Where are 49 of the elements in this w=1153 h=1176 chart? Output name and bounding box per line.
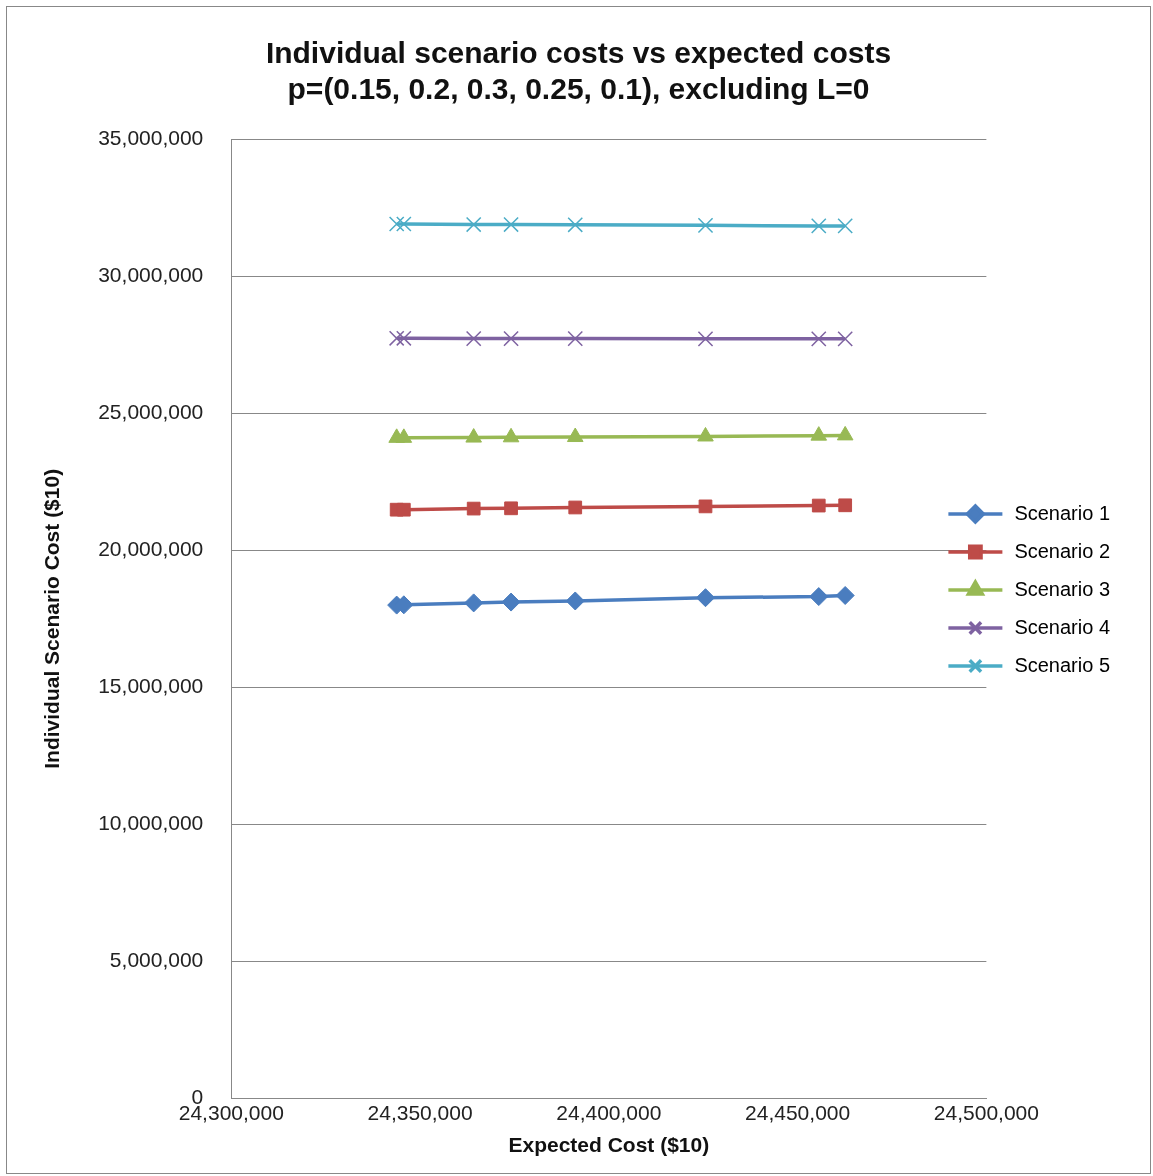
- point: [835, 586, 855, 605]
- point: [565, 591, 585, 611]
- legend-label: Scenario 2: [1014, 539, 1111, 562]
- legend-label: Scenario 1: [1014, 501, 1111, 524]
- point: [503, 330, 519, 347]
- point: [837, 331, 854, 347]
- point: [567, 217, 584, 233]
- x-tick-label: 24,350,000: [367, 1101, 473, 1124]
- y-axis-title: Individual Scenario Cost ($10): [40, 468, 64, 769]
- y-tick-label: 15,000,000: [98, 674, 204, 698]
- y-tick-label: 10,000,000: [98, 811, 204, 835]
- point: [811, 498, 826, 513]
- point: [838, 498, 853, 513]
- point: [388, 216, 405, 232]
- x-tick-label: 24,450,000: [745, 1101, 851, 1124]
- x-tick-label: 24,500,000: [933, 1101, 1039, 1124]
- y-tick-label: 25,000,000: [98, 399, 204, 423]
- legend-label: Scenario 4: [1014, 615, 1111, 638]
- point: [465, 216, 482, 233]
- y-tick-label: 35,000,000: [98, 125, 204, 149]
- y-tick-label: 30,000,000: [98, 262, 204, 286]
- text: Individual scenario costs vs expected costs: [265, 36, 892, 70]
- point: [837, 218, 854, 234]
- point: [503, 216, 519, 233]
- point: [396, 330, 412, 347]
- point: [567, 330, 584, 347]
- point: [698, 499, 713, 514]
- x-axis-title: Expected Cost ($10): [508, 1133, 710, 1157]
- point: [388, 330, 405, 347]
- y-tick-label: 20,000,000: [98, 537, 204, 561]
- point: [466, 501, 481, 516]
- point: [501, 592, 521, 612]
- point: [568, 500, 583, 515]
- y-tick-label: 5,000,000: [109, 948, 204, 972]
- x-tick-label: 24,400,000: [556, 1101, 662, 1124]
- point: [810, 331, 827, 347]
- point: [504, 501, 518, 516]
- point: [464, 593, 484, 613]
- legend-label: Scenario 5: [1014, 653, 1111, 676]
- point: [697, 331, 714, 347]
- point: [809, 587, 829, 607]
- point: [465, 330, 482, 347]
- point: [396, 216, 412, 232]
- text: p=(0.15, 0.2, 0.3, 0.25, 0.1), excluding L=0: [287, 72, 870, 106]
- point: [810, 218, 827, 234]
- legend-label: Scenario 3: [1014, 577, 1111, 600]
- point: [396, 502, 411, 517]
- point: [697, 217, 714, 234]
- point: [695, 588, 715, 608]
